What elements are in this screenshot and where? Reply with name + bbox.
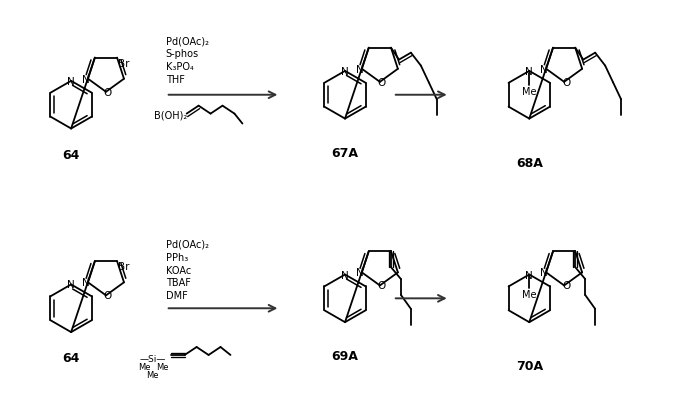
Text: 64: 64 — [62, 352, 80, 365]
Text: TBAF: TBAF — [166, 278, 191, 288]
Text: O: O — [562, 78, 570, 87]
Text: N: N — [82, 75, 90, 85]
Text: Me: Me — [138, 362, 151, 371]
Text: Pd(OAc)₂: Pd(OAc)₂ — [166, 36, 209, 46]
Text: Pd(OAc)₂: Pd(OAc)₂ — [166, 239, 209, 249]
Text: N: N — [540, 65, 548, 75]
Text: N: N — [526, 67, 533, 77]
Text: S-phos: S-phos — [166, 49, 199, 59]
Text: N: N — [356, 268, 363, 278]
Text: O: O — [562, 281, 570, 291]
Text: B(OH)₂: B(OH)₂ — [154, 110, 187, 120]
Text: O: O — [377, 78, 386, 87]
Text: N: N — [67, 77, 75, 87]
Text: DMF: DMF — [166, 291, 187, 301]
Text: N: N — [67, 280, 75, 290]
Text: N: N — [341, 270, 349, 280]
Text: 69A: 69A — [331, 350, 359, 362]
Text: N: N — [356, 65, 363, 75]
Text: Me: Me — [157, 362, 169, 371]
Text: O: O — [377, 281, 386, 291]
Text: Me: Me — [522, 290, 537, 300]
Text: K₃PO₄: K₃PO₄ — [166, 62, 194, 72]
Text: —Si—: —Si— — [140, 354, 166, 364]
Text: 70A: 70A — [516, 360, 543, 373]
Text: Br: Br — [118, 58, 130, 68]
Text: 64: 64 — [62, 149, 80, 162]
Text: KOAc: KOAc — [166, 265, 191, 275]
Text: O: O — [104, 87, 112, 98]
Text: THF: THF — [166, 75, 185, 85]
Text: N: N — [526, 270, 533, 280]
Text: 68A: 68A — [516, 156, 542, 169]
Text: Me: Me — [147, 371, 159, 379]
Text: N: N — [82, 278, 90, 288]
Text: N: N — [341, 67, 349, 77]
Text: 67A: 67A — [331, 147, 359, 160]
Text: Me: Me — [522, 87, 537, 96]
Text: Br: Br — [118, 262, 130, 271]
Text: O: O — [104, 291, 112, 301]
Text: N: N — [540, 268, 548, 278]
Text: PPh₃: PPh₃ — [166, 252, 188, 262]
